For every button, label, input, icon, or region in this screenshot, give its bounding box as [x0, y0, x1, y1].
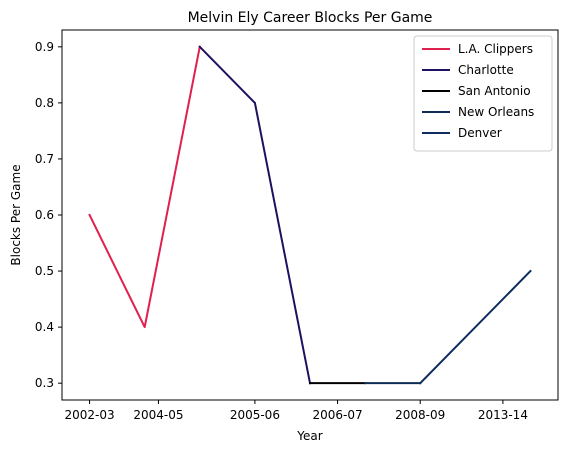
y-tick-label-6: 0.9	[35, 40, 54, 54]
x-axis-label: Year	[296, 429, 322, 443]
y-tick-label-3: 0.6	[35, 208, 54, 222]
y-tick-label-2: 0.5	[35, 264, 54, 278]
x-axis-ticks: 2002-03 2004-05 2005-06 2006-07 2008-09 2013-…	[64, 400, 528, 422]
x-tick-label-1: 2004-05	[133, 408, 183, 422]
x-tick-label-5: 2013-14	[478, 408, 528, 422]
legend-label-0: L.A. Clippers	[458, 42, 533, 56]
y-axis-ticks: 0.3 0.4 0.5 0.6 0.7 0.8 0.9	[35, 40, 62, 390]
x-tick-label-0: 2002-03	[64, 408, 114, 422]
legend: L.A. Clippers Charlotte San Antonio New Orl…	[413, 35, 553, 152]
x-tick-label-3: 2006-07	[312, 408, 362, 422]
y-tick-label-4: 0.7	[35, 152, 54, 166]
x-tick-label-2: 2005-06	[230, 408, 280, 422]
legend-box	[413, 35, 553, 152]
legend-label-2: San Antonio	[458, 84, 531, 98]
legend-label-4: Denver	[458, 126, 502, 140]
series-layer	[88, 45, 532, 385]
chart-title: Melvin Ely Career Blocks Per Game	[188, 10, 433, 26]
y-tick-label-1: 0.4	[35, 320, 54, 334]
y-tick-label-5: 0.8	[35, 96, 54, 110]
series-line-4	[418, 269, 532, 385]
y-axis-label: Blocks Per Game	[9, 164, 23, 265]
legend-label-1: Charlotte	[458, 63, 514, 77]
series-line-1	[198, 45, 312, 385]
series-line-0	[88, 45, 201, 329]
x-tick-label-4: 2008-09	[395, 408, 445, 422]
y-tick-label-0: 0.3	[35, 376, 54, 390]
legend-label-3: New Orleans	[458, 105, 534, 119]
